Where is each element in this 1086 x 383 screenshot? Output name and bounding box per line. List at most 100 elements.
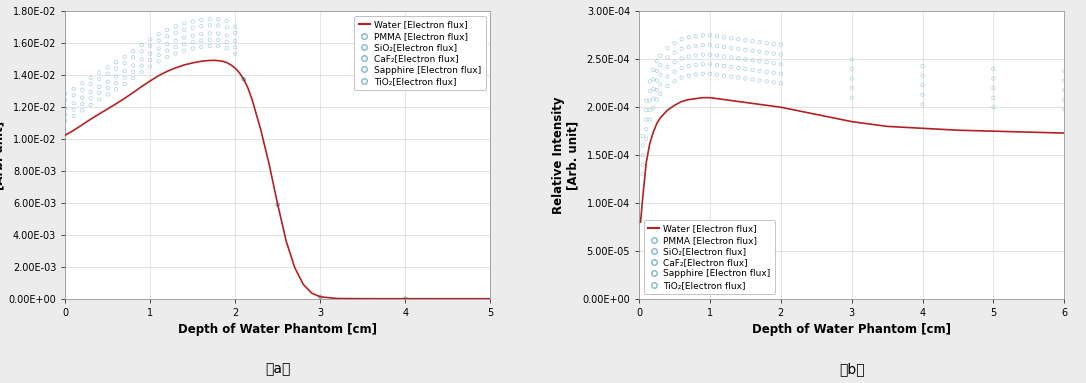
Legend: Water [Electron flux], PMMA [Electron flux], SiO₂[Electron flux], CaF₂[Electron : Water [Electron flux], PMMA [Electron fl…: [644, 220, 775, 294]
Point: [652, 62, 669, 68]
Point: [90, 90, 108, 96]
Point: [914, 92, 932, 98]
Point: [736, 47, 754, 53]
Point: [167, 44, 185, 50]
Point: [56, 91, 74, 97]
Point: [396, 296, 414, 302]
Point: [99, 64, 116, 70]
Point: [744, 57, 761, 63]
Point: [159, 27, 176, 33]
Point: [159, 41, 176, 47]
Point: [730, 74, 747, 81]
Point: [1056, 106, 1073, 112]
Point: [192, 44, 210, 50]
Point: [90, 97, 108, 103]
Point: [716, 34, 733, 41]
Point: [666, 50, 683, 56]
Point: [750, 68, 768, 74]
Point: [141, 64, 159, 70]
Point: [74, 80, 91, 87]
Point: [269, 201, 287, 208]
Point: [744, 38, 761, 44]
Point: [730, 46, 747, 52]
Point: [150, 46, 167, 52]
Point: [116, 74, 134, 81]
Point: [722, 54, 740, 61]
Point: [176, 27, 193, 33]
Point: [235, 76, 252, 82]
Point: [765, 79, 782, 85]
Point: [74, 101, 91, 107]
Point: [1056, 97, 1073, 103]
Point: [680, 44, 697, 50]
Point: [694, 42, 711, 48]
Point: [730, 36, 747, 43]
Point: [74, 107, 91, 113]
Point: [702, 51, 719, 57]
Point: [81, 95, 99, 101]
Point: [652, 91, 669, 97]
Point: [99, 79, 116, 85]
Point: [702, 61, 719, 67]
Point: [176, 41, 193, 47]
Point: [56, 118, 74, 124]
Point: [125, 54, 142, 61]
Point: [687, 33, 705, 39]
Point: [772, 61, 790, 67]
Point: [750, 39, 768, 45]
Point: [150, 38, 167, 44]
Point: [736, 75, 754, 82]
Point: [132, 48, 150, 54]
Point: [269, 201, 287, 208]
Point: [758, 40, 775, 46]
Point: [108, 86, 125, 92]
Point: [914, 73, 932, 79]
Point: [192, 31, 210, 37]
Point: [673, 65, 691, 71]
Point: [150, 58, 167, 64]
Y-axis label: Relative Intensity
[Arb. unit]: Relative Intensity [Arb. unit]: [552, 97, 580, 214]
Point: [141, 43, 159, 49]
Point: [716, 54, 733, 60]
Point: [396, 296, 414, 302]
Point: [116, 81, 134, 87]
Point: [914, 101, 932, 107]
Point: [90, 69, 108, 75]
Point: [716, 63, 733, 69]
Point: [227, 24, 244, 30]
Point: [108, 80, 125, 86]
Point: [56, 105, 74, 111]
Point: [772, 80, 790, 87]
Point: [235, 76, 252, 82]
Point: [108, 59, 125, 65]
Point: [201, 16, 218, 22]
Point: [680, 54, 697, 60]
Point: [235, 76, 252, 82]
Point: [716, 73, 733, 79]
Point: [218, 18, 236, 24]
Point: [730, 65, 747, 71]
Point: [645, 96, 662, 102]
Point: [269, 201, 287, 208]
Point: [659, 45, 677, 51]
Point: [645, 86, 662, 92]
Point: [192, 23, 210, 29]
Point: [750, 49, 768, 55]
Point: [201, 22, 218, 28]
Point: [645, 76, 662, 82]
Point: [736, 37, 754, 43]
Point: [694, 51, 711, 57]
Point: [659, 54, 677, 61]
Point: [141, 57, 159, 63]
Point: [201, 37, 218, 43]
Point: [210, 30, 227, 36]
Point: [132, 42, 150, 48]
Point: [159, 33, 176, 39]
Point: [722, 74, 740, 80]
Point: [218, 39, 236, 45]
Point: [722, 45, 740, 51]
Point: [56, 97, 74, 103]
Text: （a）: （a）: [265, 362, 290, 376]
Point: [985, 66, 1002, 72]
Point: [184, 25, 201, 31]
